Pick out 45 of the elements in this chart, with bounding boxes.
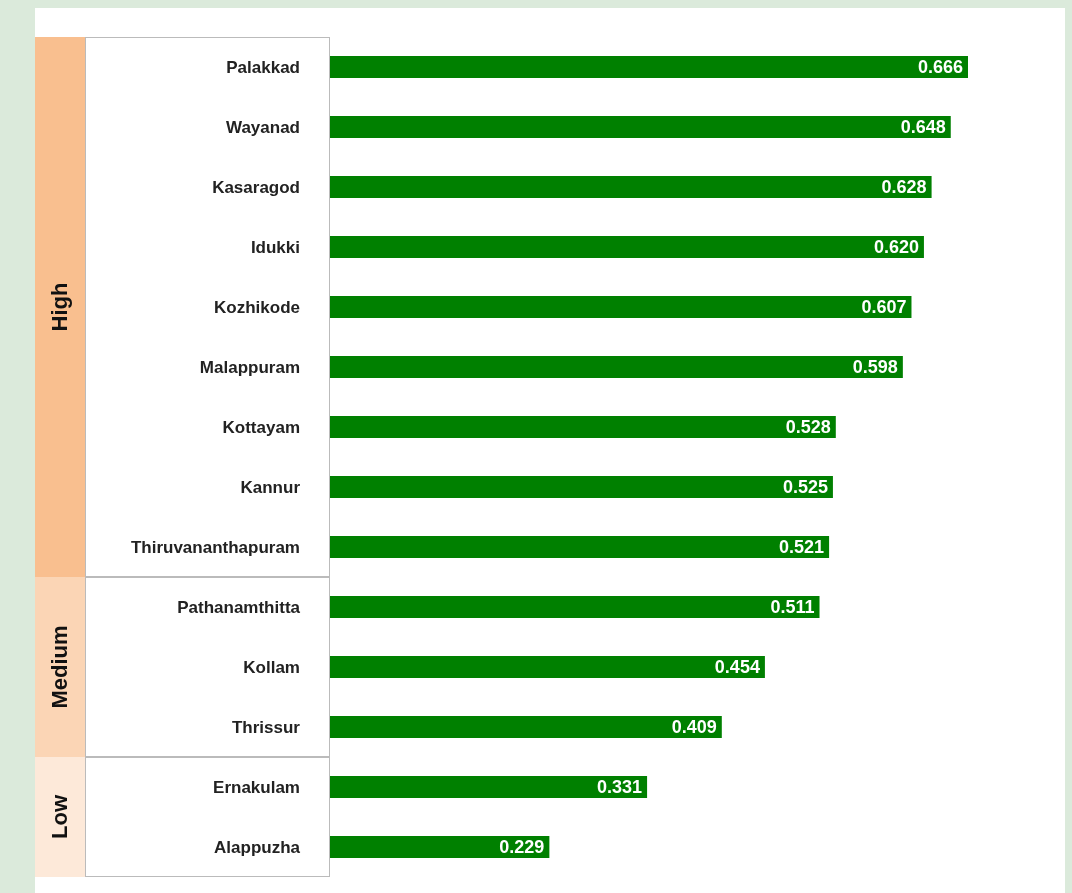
data-label: 0.521	[779, 537, 825, 558]
bar	[330, 596, 820, 618]
y-tick-label: Malappuram	[199, 358, 300, 377]
y-tick-label: Palakkad	[226, 58, 300, 77]
y-tick-label: Kottayam	[222, 418, 300, 437]
data-label: 0.628	[881, 177, 927, 198]
data-label: 0.598	[852, 357, 898, 378]
data-label: 0.620	[873, 237, 919, 258]
bar	[330, 116, 951, 138]
y-tick-label: Kollam	[243, 658, 300, 677]
data-label: 0.511	[770, 597, 815, 618]
y-tick-label: Kannur	[240, 478, 301, 497]
bar	[330, 236, 924, 258]
y-tick-label: Alappuzha	[214, 838, 301, 857]
bar	[330, 296, 912, 318]
bar	[330, 356, 903, 378]
y-tick-label: Idukki	[250, 238, 300, 257]
data-label: 0.528	[785, 417, 831, 438]
data-label: 0.607	[861, 297, 907, 318]
data-label: 0.454	[714, 657, 760, 678]
bar	[330, 716, 722, 738]
y-tick-label: Thiruvananthapuram	[130, 538, 300, 557]
data-label: 0.525	[782, 477, 828, 498]
bar	[330, 56, 968, 78]
bar	[330, 176, 932, 198]
y-tick-label: Wayanad	[225, 118, 300, 137]
text: Low	[47, 795, 73, 839]
y-tick-label: Kasaragod	[212, 178, 300, 197]
y-tick-label: Ernakulam	[213, 778, 300, 797]
bar	[330, 776, 648, 798]
bar	[330, 416, 836, 438]
bar	[330, 656, 765, 678]
text: High	[46, 282, 73, 332]
bar	[330, 536, 830, 558]
data-label: 0.666	[917, 57, 963, 78]
y-tick-label: Pathanamthitta	[177, 598, 301, 617]
y-tick-label: Thrissur	[231, 718, 301, 737]
data-label: 0.648	[900, 117, 946, 138]
text: Medium	[47, 625, 73, 709]
data-label: 0.331	[597, 777, 643, 798]
y-tick-label: Kozhikode	[214, 298, 300, 317]
bar	[330, 836, 550, 858]
bar	[330, 476, 833, 498]
data-label: 0.409	[671, 717, 717, 738]
data-label: 0.229	[499, 837, 545, 858]
